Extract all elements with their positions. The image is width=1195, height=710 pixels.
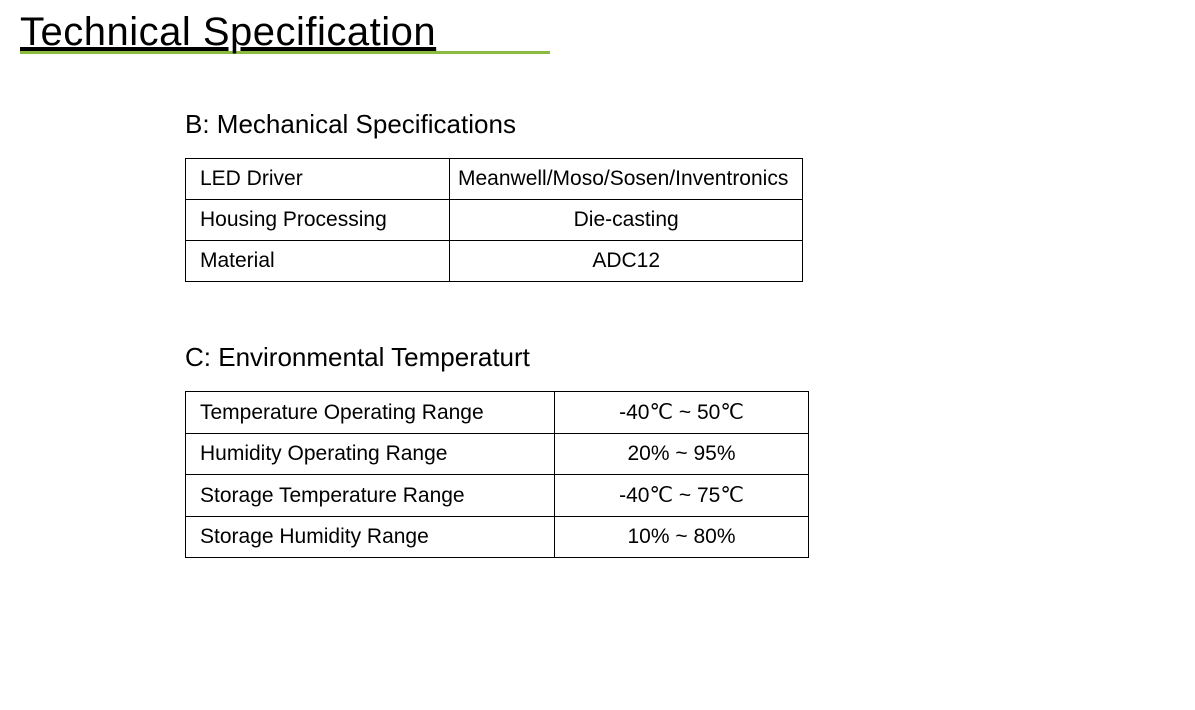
table-mechanical: LED Driver Meanwell/Moso/Sosen/Inventron… — [185, 158, 803, 282]
cell-value: Die-casting — [450, 200, 803, 241]
cell-value: 20% ~ 95% — [555, 434, 809, 475]
cell-value: ADC12 — [450, 241, 803, 282]
cell-value: -40℃ ~ 75℃ — [555, 475, 809, 517]
table-environmental: Temperature Operating Range -40℃ ~ 50℃ H… — [185, 391, 809, 558]
table-row: Storage Temperature Range -40℃ ~ 75℃ — [186, 475, 809, 517]
table-row: Storage Humidity Range 10% ~ 80% — [186, 517, 809, 558]
section-heading-c: C: Environmental Temperaturt — [185, 342, 1175, 373]
cell-value: 10% ~ 80% — [555, 517, 809, 558]
section-heading-b: B: Mechanical Specifications — [185, 109, 1175, 140]
cell-value: -40℃ ~ 50℃ — [555, 392, 809, 434]
cell-label: Housing Processing — [186, 200, 450, 241]
cell-label: Humidity Operating Range — [186, 434, 555, 475]
cell-label: Storage Temperature Range — [186, 475, 555, 517]
table-row: Temperature Operating Range -40℃ ~ 50℃ — [186, 392, 809, 434]
table-row: Material ADC12 — [186, 241, 803, 282]
page: Technical Specification B: Mechanical Sp… — [0, 0, 1195, 658]
section-mechanical: B: Mechanical Specifications LED Driver … — [185, 109, 1175, 282]
section-environmental: C: Environmental Temperaturt Temperature… — [185, 342, 1175, 558]
cell-label: LED Driver — [186, 159, 450, 200]
table-row: Housing Processing Die-casting — [186, 200, 803, 241]
cell-label: Temperature Operating Range — [186, 392, 555, 434]
table-row: Humidity Operating Range 20% ~ 95% — [186, 434, 809, 475]
content-area: B: Mechanical Specifications LED Driver … — [20, 54, 1175, 558]
table-row: LED Driver Meanwell/Moso/Sosen/Inventron… — [186, 159, 803, 200]
cell-label: Storage Humidity Range — [186, 517, 555, 558]
page-title: Technical Specification — [20, 10, 1175, 55]
cell-value: Meanwell/Moso/Sosen/Inventronics — [450, 159, 803, 200]
cell-label: Material — [186, 241, 450, 282]
